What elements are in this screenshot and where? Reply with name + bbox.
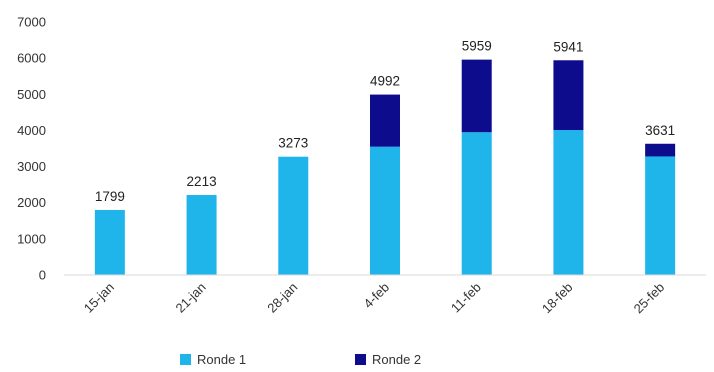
bar-segment-2 — [645, 143, 676, 157]
bar-segment-2 — [553, 60, 584, 131]
bar-segment-2 — [461, 59, 492, 133]
x-tick-label: 18-feb — [539, 280, 576, 317]
legend: Ronde 1 Ronde 2 — [0, 352, 714, 372]
y-tick-label: 3000 — [17, 159, 46, 174]
bar-segment-1 — [553, 130, 584, 275]
x-tick-label: 21-jan — [173, 280, 209, 316]
legend-swatch-ronde-2 — [355, 354, 366, 365]
x-tick-label: 28-jan — [264, 280, 300, 316]
x-tick-label: 11-feb — [448, 280, 484, 316]
legend-item-ronde-1: Ronde 1 — [180, 352, 246, 367]
y-axis: 0 1000 2000 3000 4000 5000 6000 7000 — [17, 15, 46, 283]
x-tick-label: 4-feb — [361, 280, 393, 312]
data-label: 4992 — [370, 74, 400, 89]
bar-segment-1 — [461, 132, 492, 275]
legend-item-ronde-2: Ronde 2 — [355, 352, 421, 367]
legend-label-ronde-1: Ronde 1 — [197, 352, 247, 367]
y-tick-label: 5000 — [17, 87, 46, 102]
data-labels: 1799 2213 3273 4992 5959 5941 3631 — [95, 39, 675, 204]
data-label: 5959 — [462, 39, 492, 54]
data-label: 2213 — [187, 174, 217, 189]
bar-segment-1 — [370, 146, 400, 275]
data-label: 1799 — [95, 189, 125, 204]
bar-segment-1 — [278, 156, 309, 275]
x-tick-label: 25-feb — [631, 280, 668, 317]
legend-swatch-ronde-1 — [180, 354, 191, 365]
x-tick-label: 15-jan — [81, 280, 117, 316]
y-tick-label: 1000 — [17, 231, 46, 246]
legend-label-ronde-2: Ronde 2 — [372, 352, 422, 367]
y-tick-label: 7000 — [17, 15, 46, 30]
x-axis: 15-jan 21-jan 28-jan 4-feb 11-feb 18-feb 25-fe… — [64, 274, 706, 317]
bar-segment-2 — [370, 94, 400, 147]
y-tick-label: 6000 — [17, 51, 46, 66]
data-label: 3273 — [278, 136, 308, 151]
data-label: 3631 — [645, 123, 675, 138]
bar-segment-1 — [186, 195, 217, 275]
y-tick-label: 2000 — [17, 195, 46, 210]
bars — [94, 59, 676, 275]
bar-segment-1 — [94, 209, 125, 275]
bar-chart: 0 1000 2000 3000 4000 5000 6000 7000 1799 2213 32… — [17, 15, 706, 317]
y-tick-label: 4000 — [17, 123, 46, 138]
data-label: 5941 — [553, 39, 583, 54]
y-tick-label: 0 — [39, 268, 46, 283]
bar-segment-1 — [645, 156, 676, 275]
